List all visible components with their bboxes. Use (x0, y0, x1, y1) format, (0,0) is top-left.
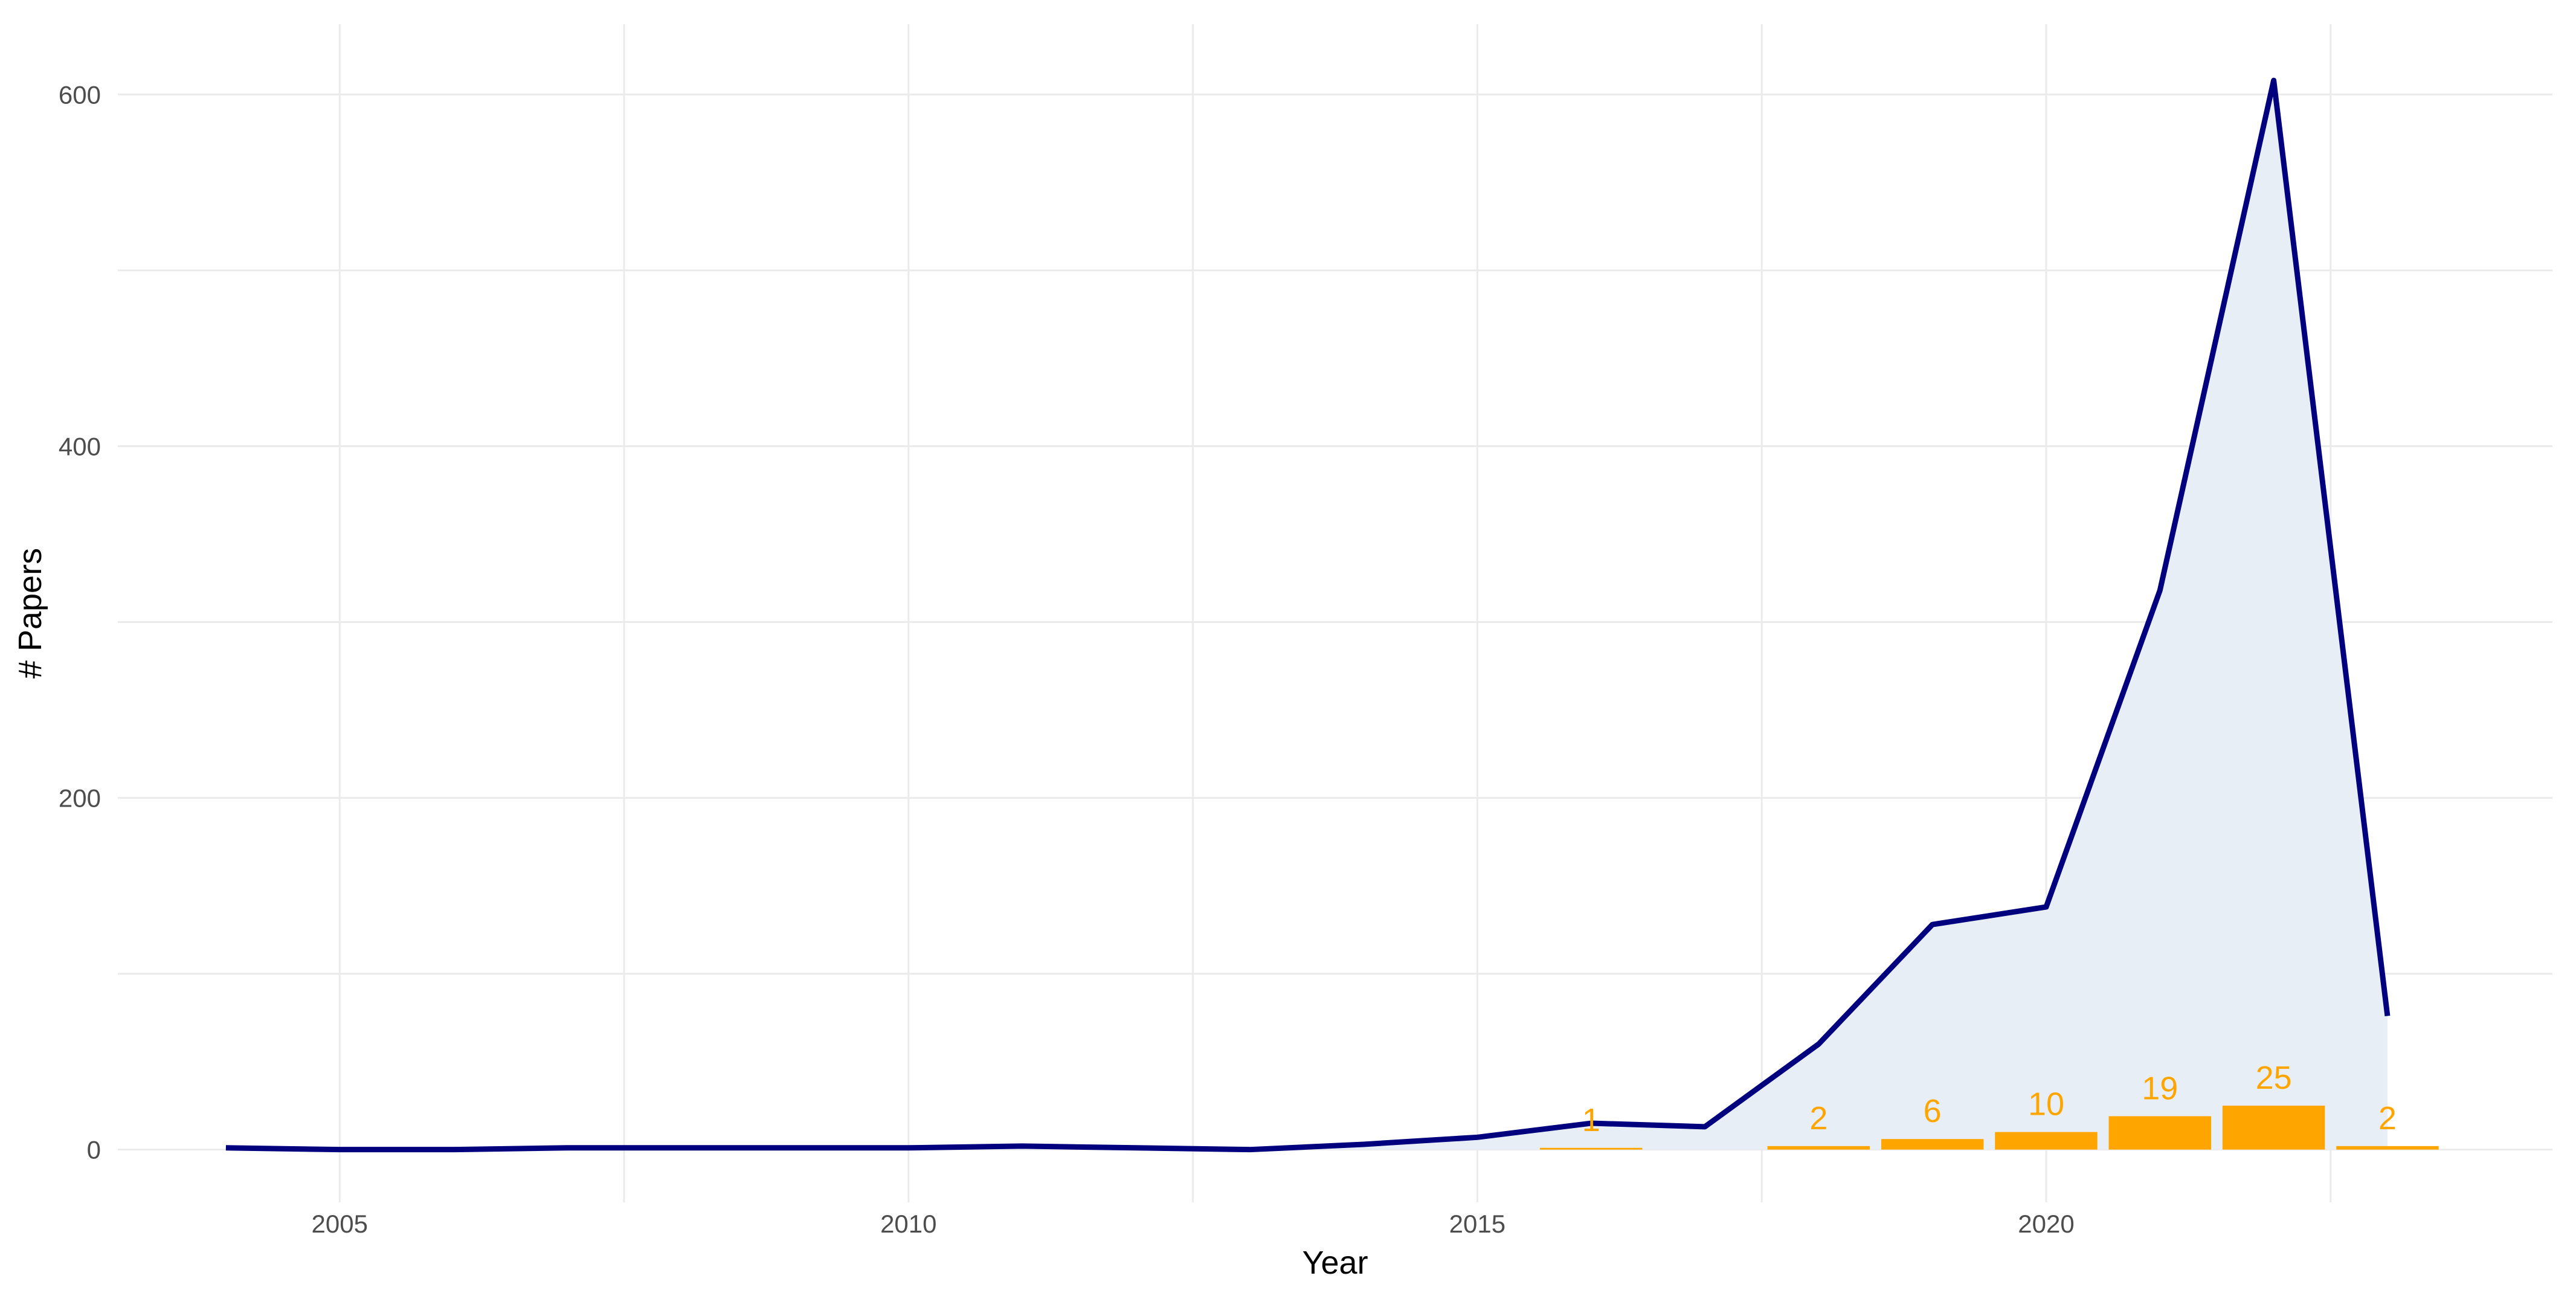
bar-label-layer: 1 2 6 10 19 25 2 (1582, 1060, 2397, 1138)
bar-2023 (2336, 1146, 2439, 1150)
bar-2016 (1539, 1147, 1643, 1150)
bar-2021 (2108, 1116, 2212, 1150)
x-tick-label-2015: 2015 (1449, 1210, 1505, 1238)
x-axis-ticks: 2005 2010 2015 2020 (312, 1210, 2075, 1238)
x-axis-title: Year (1302, 1245, 1368, 1281)
area-fill (225, 80, 2388, 1150)
y-tick-label-200: 200 (59, 784, 101, 813)
bar-label-2022: 25 (2256, 1060, 2292, 1096)
bar-label-2020: 10 (2028, 1086, 2064, 1123)
x-tick-label-2005: 2005 (312, 1210, 368, 1238)
papers-line (225, 77, 2391, 1153)
x-tick-label-2020: 2020 (2018, 1210, 2074, 1238)
area-layer (225, 80, 2388, 1150)
bar-2019 (1881, 1139, 1984, 1150)
y-tick-label-400: 400 (59, 433, 101, 461)
bar-label-2016: 1 (1582, 1102, 1600, 1138)
bar-label-2021: 19 (2142, 1070, 2178, 1106)
bar-2018 (1767, 1146, 1870, 1150)
bar-label-2018: 2 (1809, 1100, 1827, 1136)
y-axis-ticks: 0 200 400 600 (59, 80, 101, 1164)
line-layer (225, 77, 2391, 1153)
bar-2022 (2222, 1105, 2325, 1150)
bar-label-2019: 6 (1924, 1093, 1942, 1129)
y-tick-label-0: 0 (87, 1136, 101, 1164)
y-axis-title: # Papers (12, 548, 48, 679)
bar-layer (1539, 1105, 2439, 1150)
bar-label-2023: 2 (2378, 1100, 2397, 1136)
y-tick-label-600: 600 (59, 80, 101, 109)
x-tick-label-2010: 2010 (880, 1210, 936, 1238)
bar-2020 (1995, 1132, 2098, 1150)
